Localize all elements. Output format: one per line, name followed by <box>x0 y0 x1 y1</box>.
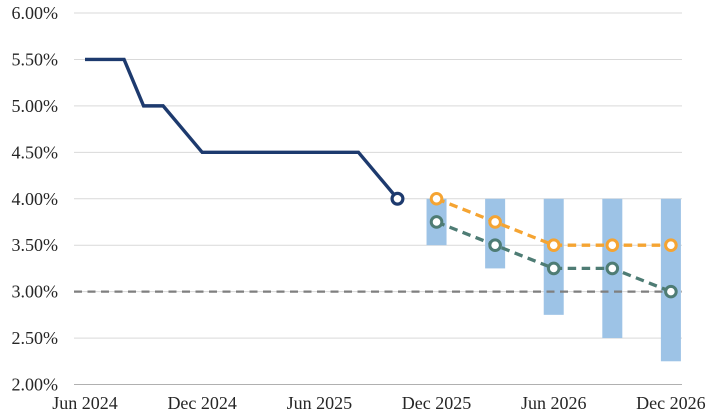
y-axis-tick-label: 6.00% <box>12 3 59 23</box>
x-axis-tick-label: Jun 2026 <box>521 393 587 413</box>
x-axis-tick-label: Dec 2025 <box>402 393 471 413</box>
y-axis-tick-label: 4.00% <box>12 189 59 209</box>
history-end-marker <box>390 191 405 206</box>
projection-lower-markers <box>429 215 678 299</box>
projection-upper-marker <box>488 215 502 229</box>
x-axis-tick-label: Dec 2024 <box>167 393 236 413</box>
y-axis-tick-label: 2.00% <box>12 375 59 395</box>
projection-lower-marker <box>488 238 502 252</box>
projection-lower-marker <box>605 261 620 276</box>
range-bar <box>485 198 506 269</box>
y-axis-tick-label: 5.50% <box>12 49 59 69</box>
y-gridlines <box>74 12 682 385</box>
y-axis-tick-label: 2.50% <box>12 328 59 348</box>
projection-lower-marker <box>429 215 444 229</box>
projection-lower-marker <box>664 284 678 299</box>
y-axis-tick-label: 4.50% <box>12 142 59 162</box>
projection-upper-marker <box>429 191 444 206</box>
y-axis-tick-label: 5.00% <box>12 96 59 116</box>
projection-upper-marker <box>546 238 561 252</box>
projection-lower-marker <box>546 261 561 276</box>
y-axis-tick-label: 3.50% <box>12 235 59 255</box>
x-axis-tick-label: Jun 2025 <box>287 393 353 413</box>
range-bar <box>660 198 681 362</box>
projection-range-bars <box>426 198 681 362</box>
x-axis-labels: Jun 2024 Dec 2024 Jun 2025 Dec 2025 Jun 2026… <box>52 393 705 413</box>
projection-upper-marker <box>664 238 678 252</box>
projection-upper-markers <box>429 191 678 252</box>
range-bar <box>543 198 564 315</box>
history-line <box>85 57 399 200</box>
x-axis-tick-label: Dec 2026 <box>636 393 705 413</box>
x-axis-tick-label: Jun 2024 <box>52 393 118 413</box>
y-axis-tick-label: 3.00% <box>12 282 59 302</box>
y-axis-labels: 6.00% 5.50% 5.00% 4.50% 4.00% 3.50% 3.00% 2.50%… <box>12 3 59 395</box>
projection-upper-marker <box>605 238 620 252</box>
